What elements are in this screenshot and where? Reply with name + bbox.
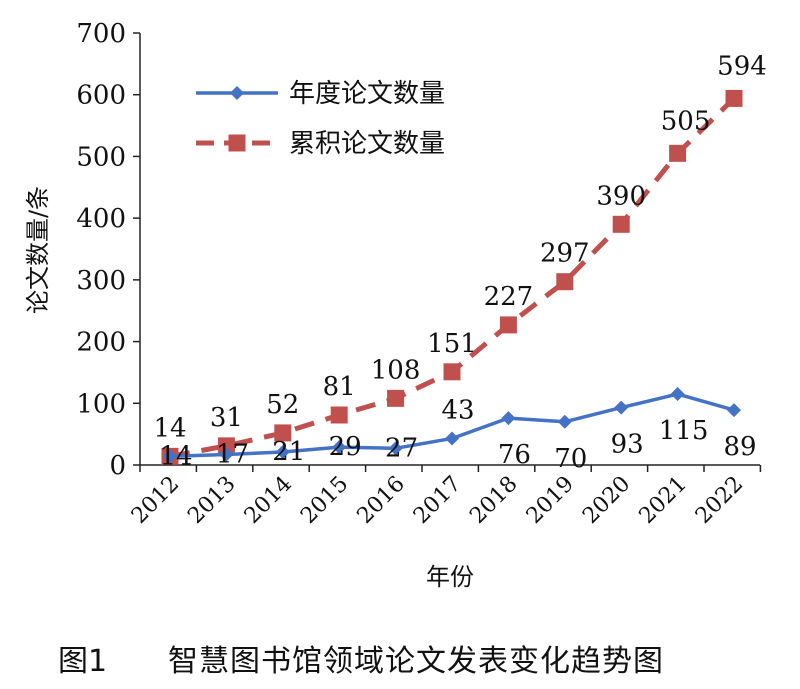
data-label-annual: 14 <box>159 441 192 471</box>
data-label-annual: 70 <box>554 444 587 474</box>
x-tick-label: 2015 <box>296 472 353 529</box>
data-label-cumulative: 52 <box>266 390 299 420</box>
y-tick-label: 700 <box>76 19 126 49</box>
y-tick-label: 600 <box>76 81 126 111</box>
data-point <box>217 437 235 455</box>
x-tick-label: 2018 <box>465 472 522 529</box>
data-label-annual: 93 <box>611 430 644 460</box>
data-label-cumulative: 227 <box>484 282 534 312</box>
data-label-annual: 29 <box>329 432 362 462</box>
x-tick-label: 2014 <box>240 472 297 529</box>
x-tick-label: 2022 <box>691 472 748 529</box>
x-tick-label: 2019 <box>522 472 579 529</box>
y-ticks: 0 100 200 300 400 500 600 700 <box>76 19 140 481</box>
y-tick-label: 300 <box>76 266 126 296</box>
data-label-cumulative: 81 <box>323 372 356 402</box>
y-tick-label: 200 <box>76 328 126 358</box>
axes <box>139 33 760 466</box>
data-label-annual: 21 <box>272 437 305 467</box>
data-point <box>332 440 347 455</box>
data-label-cumulative: 594 <box>717 51 767 81</box>
data-label-cumulative: 31 <box>210 403 243 433</box>
data-label-cumulative: 151 <box>427 329 477 359</box>
data-label-annual: 89 <box>723 432 756 462</box>
figure-title: 智慧图书馆领域论文发表变化趋势图 <box>168 644 664 679</box>
data-point <box>501 411 516 426</box>
legend-item: 累积论文数量 <box>196 129 445 159</box>
data-label-cumulative: 390 <box>596 181 646 211</box>
data-point <box>330 406 348 424</box>
x-tick-label: 2012 <box>127 472 184 529</box>
series-layer <box>161 89 743 465</box>
data-point <box>725 89 743 107</box>
data-point <box>388 441 403 456</box>
legend-label: 累积论文数量 <box>289 129 445 159</box>
data-point <box>387 389 405 407</box>
data-point <box>669 144 687 162</box>
x-tick-label: 2017 <box>409 472 466 529</box>
y-tick-label: 100 <box>76 389 126 419</box>
data-label-annual: 76 <box>498 440 531 470</box>
figure-caption: 图1 智慧图书馆领域论文发表变化趋势图 <box>0 632 800 682</box>
data-label-annual: 43 <box>441 395 474 425</box>
data-point <box>163 449 177 464</box>
data-point <box>556 273 574 291</box>
x-axis-title: 年份 <box>426 563 474 591</box>
series-annual <box>163 387 741 464</box>
x-tick-label: 2020 <box>578 472 635 529</box>
x-tick-label: 2016 <box>353 472 410 529</box>
data-label-cumulative: 297 <box>540 239 590 269</box>
data-point <box>614 400 629 415</box>
data-point <box>219 447 234 462</box>
legend-label: 年度论文数量 <box>289 79 445 109</box>
x-ticks: 2012 2013 2014 2015 2016 2017 2018 2019 2020 2021… <box>127 465 762 529</box>
y-tick-label: 0 <box>109 451 126 481</box>
data-point <box>670 387 685 402</box>
legend-marker <box>228 134 246 152</box>
figure-number: 图1 <box>58 644 108 679</box>
y-tick-label: 400 <box>76 204 126 234</box>
data-point <box>274 424 292 442</box>
data-label-annual: 17 <box>216 440 249 470</box>
data-label-annual: 115 <box>659 416 709 446</box>
data-point <box>612 215 630 233</box>
data-point <box>727 403 741 418</box>
y-axis-title: 论文数量/条 <box>24 186 52 314</box>
data-label-cumulative: 108 <box>371 355 421 385</box>
legend-item: 年度论文数量 <box>196 79 445 109</box>
y-tick-label: 500 <box>76 142 126 172</box>
data-label-cumulative: 505 <box>661 106 711 136</box>
data-point <box>443 363 461 381</box>
data-point <box>557 414 572 429</box>
data-point <box>445 431 459 446</box>
data-label-cumulative: 14 <box>153 413 186 443</box>
data-point <box>499 316 517 334</box>
legend-marker <box>230 86 244 100</box>
data-label-annual: 27 <box>385 433 418 463</box>
x-tick-label: 2021 <box>635 472 692 529</box>
data-point <box>275 445 290 460</box>
x-tick-label: 2013 <box>183 472 240 529</box>
